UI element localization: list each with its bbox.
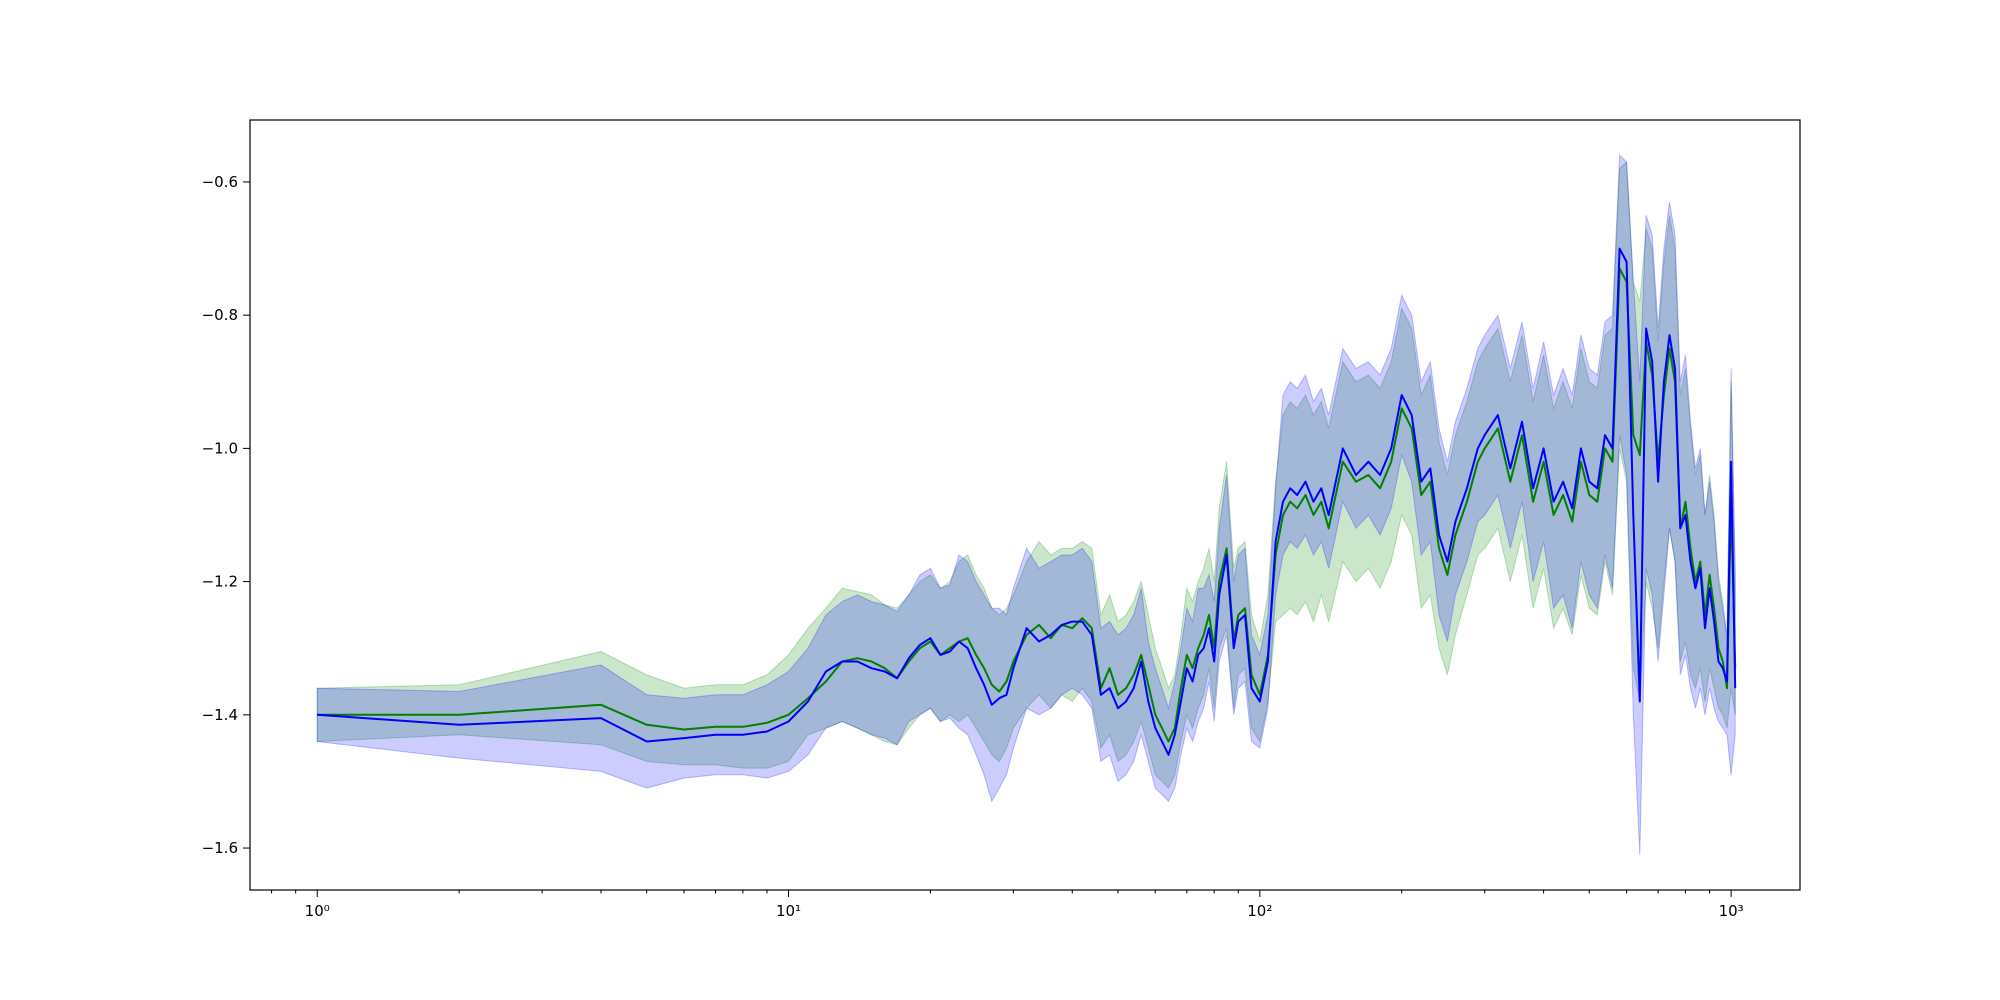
y-tick-label: −1.2 xyxy=(202,573,238,591)
y-tick-label: −1.0 xyxy=(202,439,238,457)
series-2-band xyxy=(316,154,1736,855)
y-tick-label: −1.6 xyxy=(202,839,238,857)
x-tick-label: 10⁰ xyxy=(305,902,330,920)
y-tick-label: −0.8 xyxy=(202,306,238,324)
y-tick-label: −1.4 xyxy=(202,706,238,724)
confidence-bands xyxy=(316,154,1736,855)
plot-area-frame xyxy=(249,119,1801,891)
series-1-line xyxy=(317,267,1737,743)
series-lines xyxy=(317,247,1737,756)
x-tick-label: 10³ xyxy=(1719,902,1744,920)
x-tick-label: 10² xyxy=(1247,902,1272,920)
y-axis: −1.6 −1.4 −1.2 −1.0 −0.8 −0.6 xyxy=(202,173,250,857)
x-axis: 10⁰ 10¹ 10² 10³ xyxy=(271,890,1744,920)
y-tick-label: −0.6 xyxy=(202,173,238,191)
x-tick-label: 10¹ xyxy=(776,902,801,920)
series-2-line xyxy=(317,247,1737,756)
